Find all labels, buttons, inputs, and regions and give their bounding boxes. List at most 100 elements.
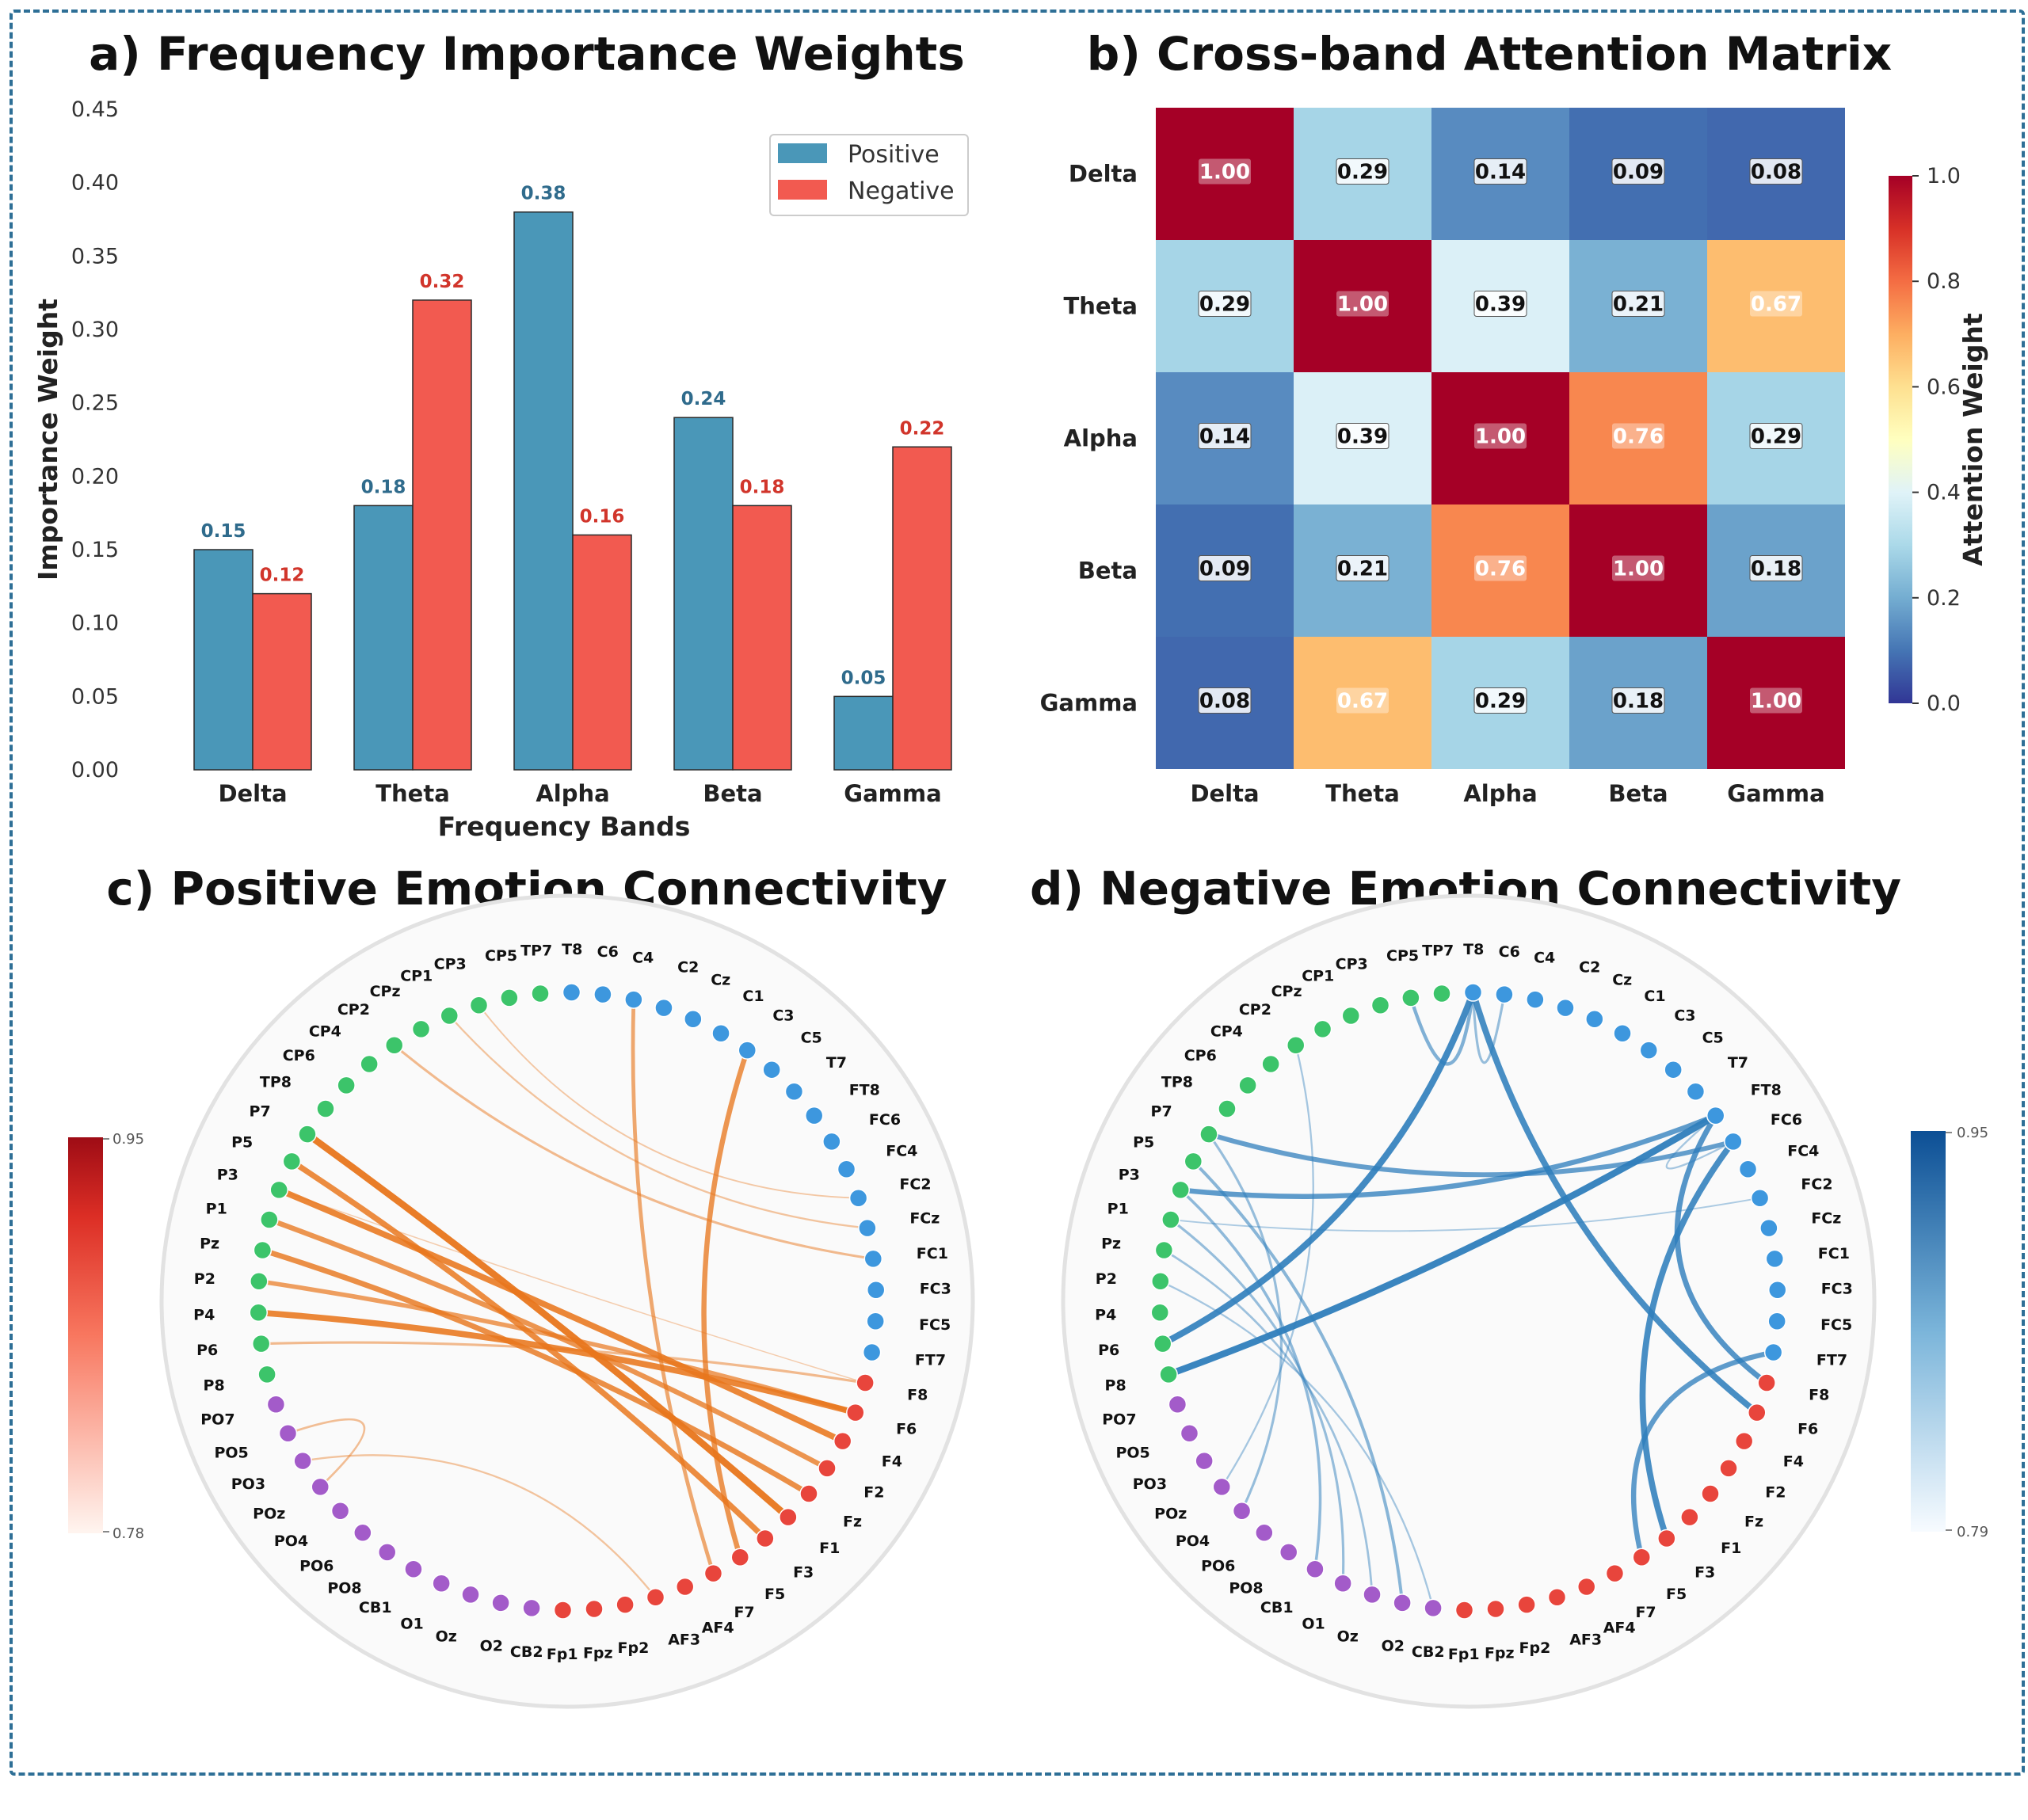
y-tick-label: 0.15 [71,538,119,562]
cell-value-label: 0.14 [1199,425,1250,449]
electrode-label: Cz [711,972,730,989]
electrode-node [866,1280,886,1300]
cell-label-box [1750,291,1802,317]
negative-data-label: 0.16 [580,506,625,527]
connection-edge [1169,1197,1761,1232]
electrode-node [730,1548,750,1567]
positive-bar-gamma [833,695,894,771]
x-tick-label: Gamma [844,780,941,807]
electrode-label: P8 [1105,1376,1126,1394]
electrode-node [616,1595,635,1614]
connection-edge [1470,989,1760,1416]
cell-label-box [1473,291,1527,317]
electrode-label: C5 [1702,1029,1724,1046]
electrode-node [440,1006,459,1026]
cell-value-label: 1.00 [1751,690,1801,714]
electrode-label: PO8 [327,1580,361,1597]
cell-value-label: 0.29 [1199,293,1250,317]
colorbar-tick-label: 1.0 [1927,164,1961,188]
negative-bar-delta [252,592,312,771]
connection-edge [1169,1218,1345,1585]
cell-label-box [1336,291,1389,317]
electrode-label: Fpz [1485,1644,1515,1662]
electrode-label: P3 [217,1167,238,1184]
electrode-node [1401,988,1420,1007]
electrode-node [1757,1373,1776,1392]
electrode-node [703,1563,723,1583]
electrode-label: F5 [1666,1586,1687,1603]
electrode-node [1341,1006,1361,1026]
electrode-label: T7 [826,1054,847,1072]
colorbar-tick-label: 0.4 [1927,481,1961,505]
electrode-node [1286,1036,1306,1055]
electrode-node [337,1076,356,1095]
heatmap-cell [1707,637,1845,769]
electrode-node [1463,983,1483,1002]
row-label: Alpha [1064,425,1138,452]
electrode-node [250,1272,269,1291]
cell-label-box [1198,687,1252,714]
cell-label-box [1612,423,1664,449]
cell-value-label: 0.18 [1613,690,1664,714]
connection-edge [1159,988,1477,1347]
connection-edge [260,1341,867,1384]
electrode-label: CPz [370,983,401,1000]
electrode-node [585,1599,604,1619]
connection-edge [1179,1188,1322,1571]
cell-value-label: 0.09 [1613,161,1664,185]
negative-data-label: 0.32 [420,272,465,292]
electrode-node [1680,1507,1699,1527]
connection-edge [478,1004,860,1199]
electrode-node [1168,1395,1187,1414]
electrode-node [553,1601,573,1620]
electrode-node [846,1403,865,1422]
electrode-node [384,1036,404,1055]
electrode-node [1306,1559,1325,1579]
electrode-label: T8 [1463,941,1484,958]
electrode-node [562,983,581,1002]
cell-value-label: 0.21 [1613,293,1664,317]
cell-label-box [1336,158,1389,185]
electrode-node [858,1218,877,1238]
electrode-label: PO8 [1229,1580,1263,1597]
cell-label-box [1473,687,1527,714]
negative-colorbar-max: 0.95 [1957,1125,1988,1141]
electrode-node [804,1106,824,1125]
cell-value-label: 0.29 [1751,425,1801,449]
electrode-node [1159,1365,1178,1384]
electrode-node [1576,1577,1596,1597]
electrode-label: PO7 [1102,1411,1136,1429]
electrode-label: CP4 [309,1022,341,1040]
panel-a-title: a) Frequency Importance Weights [89,27,965,81]
electrode-node [848,1188,868,1208]
electrode-node [738,1041,757,1060]
electrode-node [461,1585,480,1605]
colorbar-label: Attention Weight [1957,313,1988,566]
cell-value-label: 0.29 [1337,161,1388,185]
electrode-label: AF3 [1569,1631,1602,1648]
electrode-node [837,1159,856,1178]
electrode-label: O2 [1382,1638,1405,1655]
electrode-node [1547,1587,1567,1607]
legend: Positive Negative [769,134,969,216]
electrode-label: F1 [1721,1540,1741,1557]
cell-value-label: 0.67 [1337,690,1388,714]
x-tick-label: Beta [703,780,762,807]
negative-colorbar-min: 0.79 [1957,1524,1988,1540]
electrode-node [1150,1303,1170,1323]
colorbar-tick-label: 0.8 [1927,269,1961,294]
cell-label-box [1611,291,1665,317]
electrode-label: F7 [1635,1604,1656,1621]
electrode-label: CP4 [1210,1022,1243,1040]
cell-value-label: 1.00 [1475,425,1526,449]
electrode-label: FT7 [915,1352,946,1369]
electrode-label: POz [1154,1505,1187,1522]
electrode-node [1605,1563,1625,1583]
electrode-label: T8 [562,941,582,958]
connection-edge [1674,1113,1770,1386]
electrode-node [330,1501,350,1521]
electrode-label: Cz [1612,972,1632,989]
electrode-node [500,988,519,1007]
colorbar-tick-label: 0.2 [1927,586,1961,611]
electrode-label: O2 [480,1638,503,1655]
